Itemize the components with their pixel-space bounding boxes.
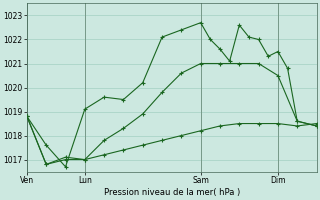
X-axis label: Pression niveau de la mer( hPa ): Pression niveau de la mer( hPa ) <box>104 188 240 197</box>
